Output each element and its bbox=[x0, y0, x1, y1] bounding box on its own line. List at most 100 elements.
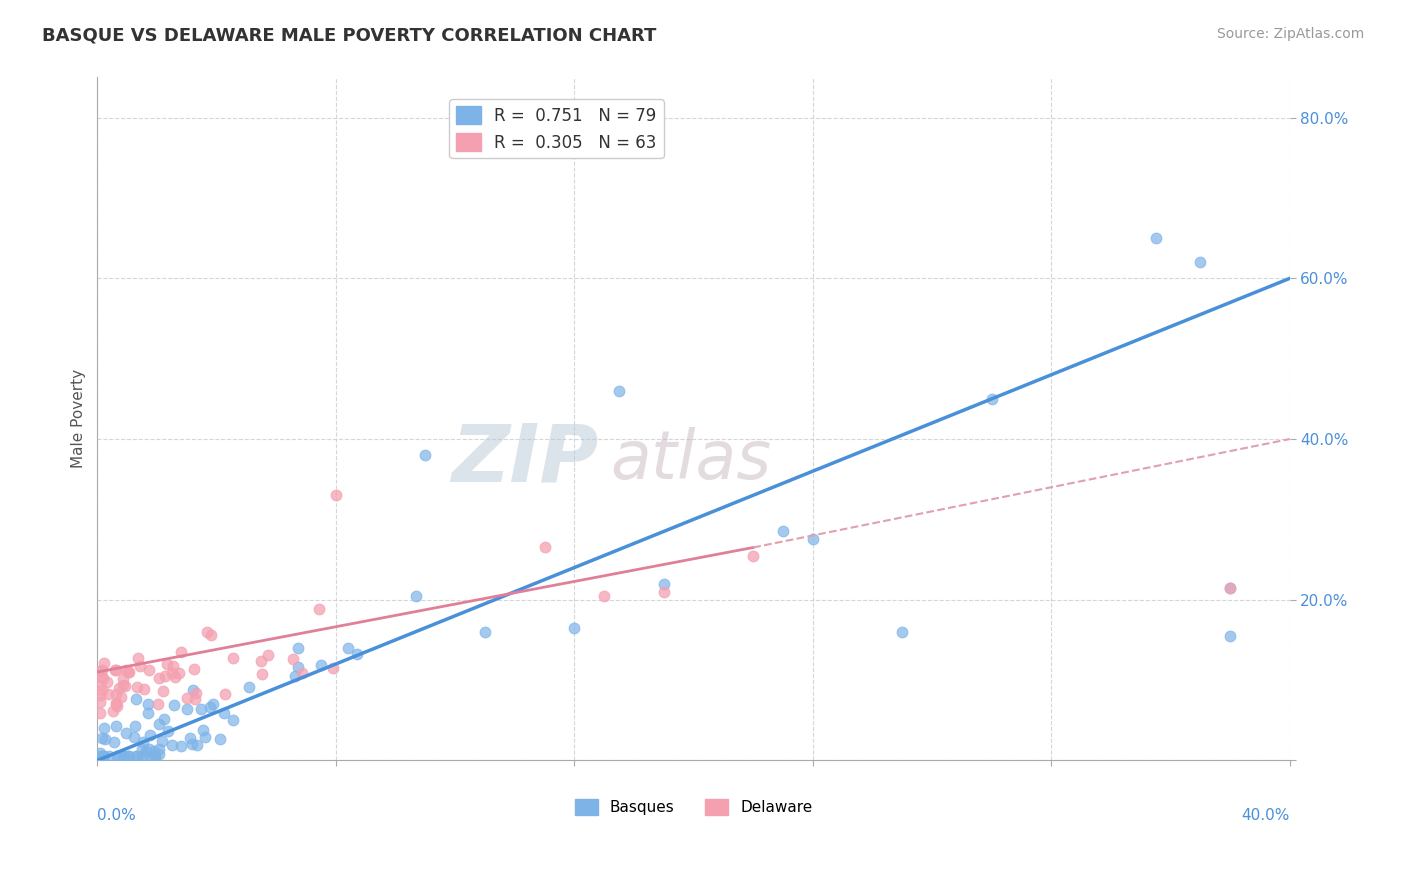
Point bbox=[125, 692, 148, 706]
Point bbox=[162, 659, 184, 673]
Point bbox=[89, 695, 111, 709]
Point bbox=[281, 652, 304, 666]
Point bbox=[405, 589, 427, 603]
Point bbox=[105, 749, 128, 764]
Point bbox=[117, 665, 139, 679]
Point bbox=[105, 699, 128, 714]
Point bbox=[184, 686, 207, 700]
Point bbox=[89, 664, 111, 678]
Point bbox=[413, 448, 436, 462]
Point bbox=[138, 663, 160, 677]
Point bbox=[336, 640, 359, 655]
Point bbox=[607, 384, 630, 398]
Point bbox=[325, 488, 347, 502]
Point bbox=[108, 749, 131, 764]
Point bbox=[117, 665, 139, 679]
Point bbox=[89, 678, 111, 692]
Point bbox=[148, 717, 170, 731]
Point bbox=[132, 747, 155, 762]
Point bbox=[114, 726, 136, 740]
Point bbox=[176, 701, 198, 715]
Point bbox=[772, 524, 794, 539]
Point bbox=[90, 670, 112, 684]
Point bbox=[142, 744, 165, 758]
Point bbox=[94, 731, 117, 746]
Point bbox=[153, 669, 176, 683]
Point bbox=[105, 719, 128, 733]
Point bbox=[309, 657, 332, 672]
Point bbox=[148, 671, 170, 685]
Point bbox=[165, 670, 187, 684]
Point bbox=[257, 648, 280, 663]
Point bbox=[195, 624, 218, 639]
Point bbox=[105, 663, 128, 677]
Point bbox=[198, 700, 221, 714]
Point bbox=[891, 624, 914, 639]
Point bbox=[194, 730, 217, 744]
Point bbox=[132, 681, 155, 696]
Point bbox=[284, 669, 307, 683]
Point bbox=[111, 673, 134, 687]
Point bbox=[143, 749, 166, 764]
Point bbox=[652, 576, 675, 591]
Point bbox=[287, 640, 309, 655]
Point bbox=[214, 688, 236, 702]
Point bbox=[98, 749, 121, 764]
Point bbox=[1219, 581, 1241, 595]
Point bbox=[110, 690, 132, 704]
Point bbox=[127, 749, 149, 764]
Text: Source: ZipAtlas.com: Source: ZipAtlas.com bbox=[1216, 27, 1364, 41]
Point bbox=[593, 589, 616, 603]
Point bbox=[117, 749, 139, 764]
Text: 40.0%: 40.0% bbox=[1241, 808, 1289, 823]
Point bbox=[291, 666, 314, 681]
Point bbox=[115, 663, 138, 677]
Point bbox=[107, 681, 129, 695]
Point bbox=[103, 704, 125, 718]
Point bbox=[118, 749, 141, 764]
Point bbox=[308, 601, 330, 615]
Point bbox=[145, 749, 167, 764]
Point bbox=[181, 737, 204, 751]
Point bbox=[125, 749, 148, 764]
Point bbox=[148, 698, 170, 712]
Point bbox=[287, 660, 309, 674]
Point bbox=[136, 697, 159, 711]
Point bbox=[129, 659, 152, 673]
Point bbox=[112, 749, 135, 764]
Point bbox=[980, 392, 1002, 406]
Point bbox=[179, 731, 201, 745]
Point bbox=[89, 689, 111, 703]
Point bbox=[222, 651, 245, 665]
Point bbox=[322, 661, 344, 675]
Point bbox=[90, 731, 112, 745]
Point bbox=[250, 667, 273, 681]
Point bbox=[91, 671, 114, 685]
Text: 0.0%: 0.0% bbox=[97, 808, 136, 823]
Point bbox=[112, 678, 135, 692]
Legend: Basques, Delaware: Basques, Delaware bbox=[568, 793, 818, 821]
Point bbox=[202, 697, 225, 711]
Point bbox=[114, 679, 136, 693]
Point bbox=[801, 533, 824, 547]
Point bbox=[170, 645, 193, 659]
Point bbox=[222, 713, 245, 727]
Point bbox=[163, 698, 186, 713]
Point bbox=[152, 684, 174, 698]
Point bbox=[238, 681, 260, 695]
Point bbox=[104, 697, 127, 711]
Point bbox=[186, 738, 208, 752]
Point bbox=[152, 712, 174, 726]
Point bbox=[1219, 581, 1241, 595]
Point bbox=[1189, 255, 1212, 269]
Point bbox=[122, 730, 145, 744]
Point bbox=[148, 742, 170, 756]
Point bbox=[89, 706, 111, 720]
Point bbox=[346, 647, 368, 661]
Point bbox=[131, 749, 153, 764]
Point bbox=[139, 728, 162, 742]
Point bbox=[1219, 629, 1241, 643]
Point bbox=[162, 738, 184, 752]
Point bbox=[125, 680, 148, 694]
Point bbox=[93, 749, 115, 764]
